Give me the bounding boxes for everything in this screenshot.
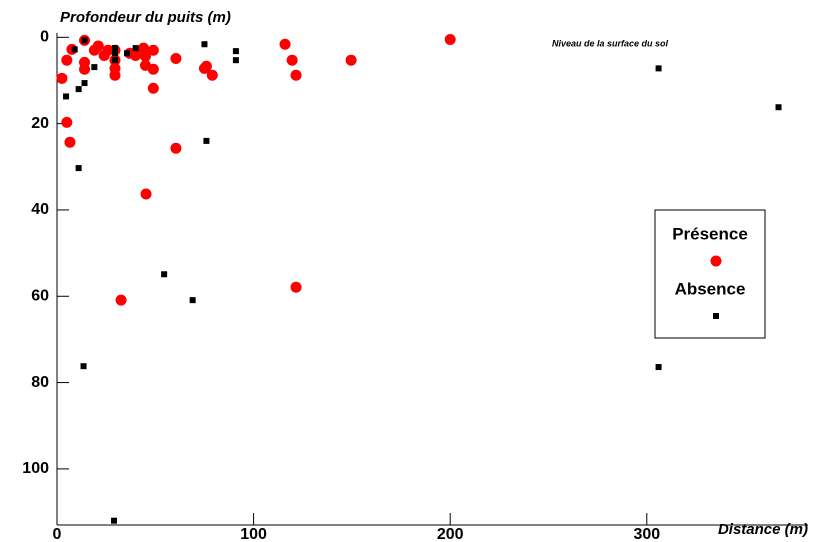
point — [111, 50, 118, 57]
point — [655, 65, 662, 72]
point — [75, 86, 82, 93]
point — [132, 45, 139, 52]
point — [200, 60, 212, 72]
point — [203, 137, 210, 144]
point — [81, 37, 88, 44]
point — [111, 517, 118, 524]
point — [170, 52, 182, 64]
point — [115, 294, 127, 306]
point — [655, 364, 662, 371]
annotation: Niveau de la surface du sol — [552, 38, 669, 48]
y-tick-label: 60 — [31, 287, 49, 304]
y-tick-label: 40 — [31, 201, 49, 218]
point — [290, 281, 302, 293]
point — [170, 142, 182, 154]
legend-label: Présence — [672, 224, 748, 243]
point — [147, 82, 159, 94]
point — [63, 93, 70, 100]
x-axis-title: Distance (m) — [718, 521, 808, 538]
point — [64, 136, 76, 148]
point — [111, 57, 118, 64]
point — [130, 49, 142, 61]
point — [444, 33, 456, 45]
point — [232, 48, 239, 55]
point — [109, 69, 121, 81]
point — [206, 69, 218, 81]
point — [290, 69, 302, 81]
point — [123, 50, 130, 57]
point — [71, 46, 78, 53]
x-tick-label: 200 — [437, 526, 464, 542]
point — [138, 42, 150, 54]
y-axis-title: Profondeur du puits (m) — [60, 9, 231, 26]
point — [92, 40, 104, 52]
point — [111, 45, 118, 52]
point — [775, 104, 782, 111]
point — [147, 44, 159, 56]
point — [79, 63, 91, 75]
x-tick-label: 300 — [633, 526, 660, 542]
point — [81, 80, 88, 87]
point — [140, 188, 152, 200]
point — [80, 363, 87, 370]
point — [61, 54, 73, 66]
y-tick-label: 80 — [31, 374, 49, 391]
point — [61, 116, 73, 128]
point — [75, 165, 82, 172]
x-tick-label: 0 — [53, 526, 62, 542]
legend-label: Absence — [675, 279, 746, 298]
y-tick-label: 0 — [40, 29, 49, 46]
point — [345, 54, 357, 66]
point — [161, 271, 168, 278]
point — [232, 57, 239, 64]
point — [201, 41, 208, 48]
legend-marker — [710, 255, 722, 267]
y-tick-label: 100 — [22, 460, 49, 477]
point — [139, 50, 151, 62]
point — [56, 72, 68, 84]
point — [286, 54, 298, 66]
x-tick-label: 100 — [240, 526, 267, 542]
point — [189, 297, 196, 304]
point — [279, 38, 291, 50]
legend-marker — [713, 313, 719, 319]
y-tick-label: 20 — [31, 115, 49, 132]
point — [91, 64, 98, 71]
point — [147, 63, 159, 75]
legend-box — [654, 209, 766, 339]
